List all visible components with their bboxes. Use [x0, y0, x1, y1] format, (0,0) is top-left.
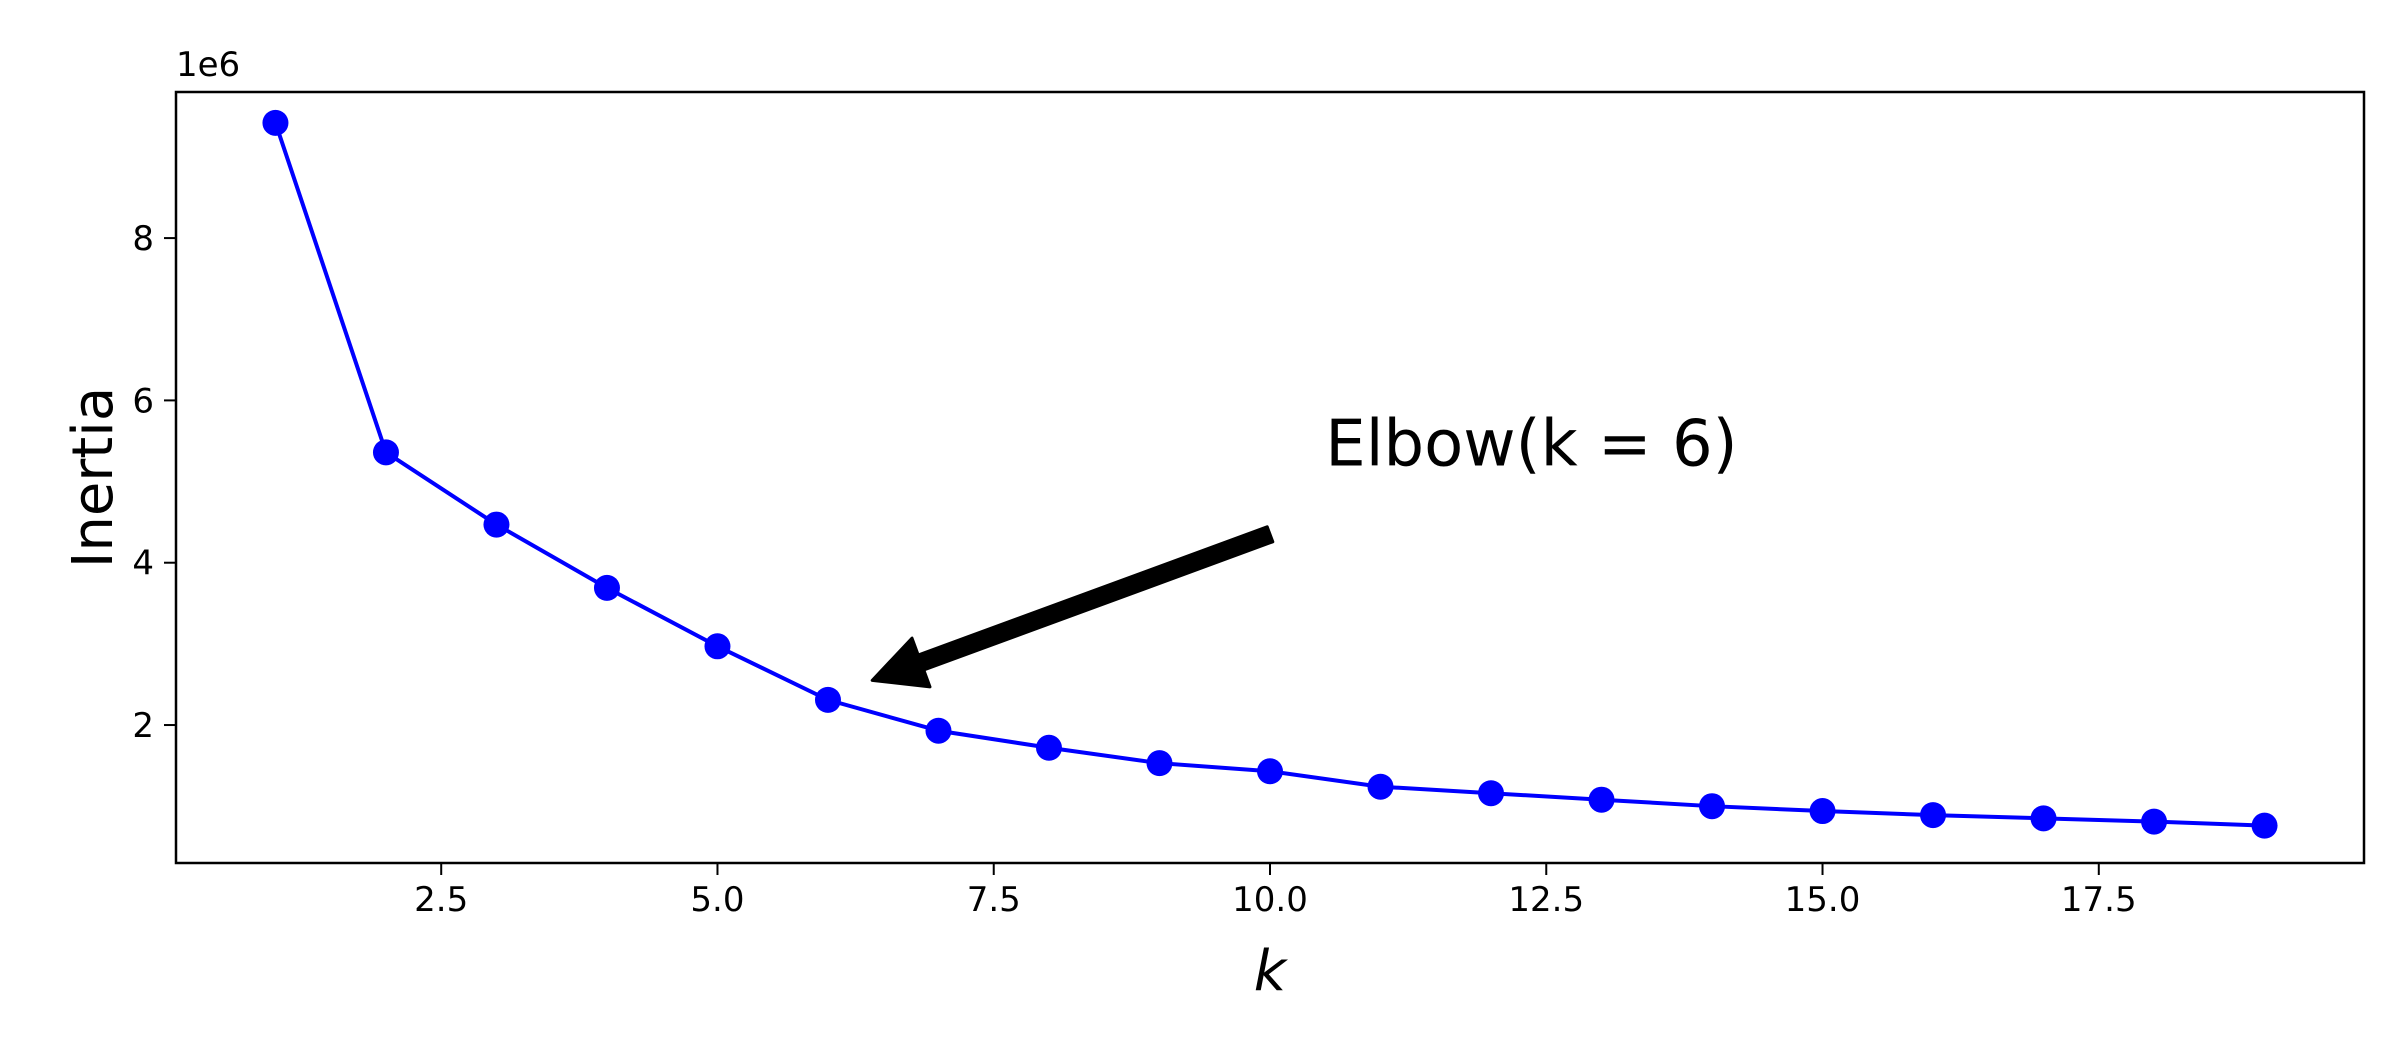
- x-tick-label: 17.5: [2061, 880, 2137, 920]
- x-tick-label: 2.5: [414, 880, 468, 920]
- data-point: [925, 717, 952, 744]
- data-point: [1146, 750, 1173, 777]
- data-point: [372, 439, 399, 466]
- data-point: [1699, 793, 1726, 820]
- data-point: [1809, 798, 1836, 825]
- x-axis-label: k: [1254, 939, 1289, 1004]
- x-axis-ticks: 2.5 5.0 7.5 10.0 12.5 15.0 17.5: [414, 863, 2137, 920]
- data-point: [2141, 808, 2168, 835]
- data-point: [2251, 812, 2278, 839]
- y-axis-label: Inertia: [61, 387, 126, 568]
- y-tick-label: 2: [132, 706, 154, 746]
- plot-frame: [174, 90, 2366, 865]
- data-point: [1920, 802, 1947, 829]
- data-point: [1588, 786, 1615, 813]
- y-axis-ticks: 2 4 6 8: [132, 219, 176, 746]
- y-tick-label: 4: [132, 544, 154, 584]
- series-line: [273, 122, 2265, 828]
- x-tick-label: 7.5: [967, 880, 1021, 920]
- data-point: [2030, 805, 2057, 832]
- y-offset-label: 1e6: [176, 45, 240, 85]
- series-layer: [262, 109, 2278, 839]
- annotation-arrow: [870, 525, 1275, 689]
- y-tick-label: 6: [132, 381, 154, 421]
- x-tick-label: 5.0: [690, 880, 744, 920]
- data-point: [1035, 734, 1062, 761]
- x-tick-label: 12.5: [1508, 880, 1584, 920]
- x-tick-label: 15.0: [1785, 880, 1861, 920]
- data-point: [1367, 773, 1394, 800]
- data-point: [814, 686, 841, 713]
- x-tick-label: 10.0: [1232, 880, 1308, 920]
- data-point: [704, 633, 731, 660]
- data-point: [1257, 758, 1283, 785]
- annotation-text: Elbow(k = 6): [1325, 407, 1737, 481]
- data-point: [262, 109, 289, 136]
- data-point: [1478, 780, 1505, 807]
- data-point: [593, 574, 620, 601]
- data-point: [483, 511, 510, 538]
- y-tick-label: 8: [132, 219, 154, 259]
- annotation-layer: [870, 525, 1275, 689]
